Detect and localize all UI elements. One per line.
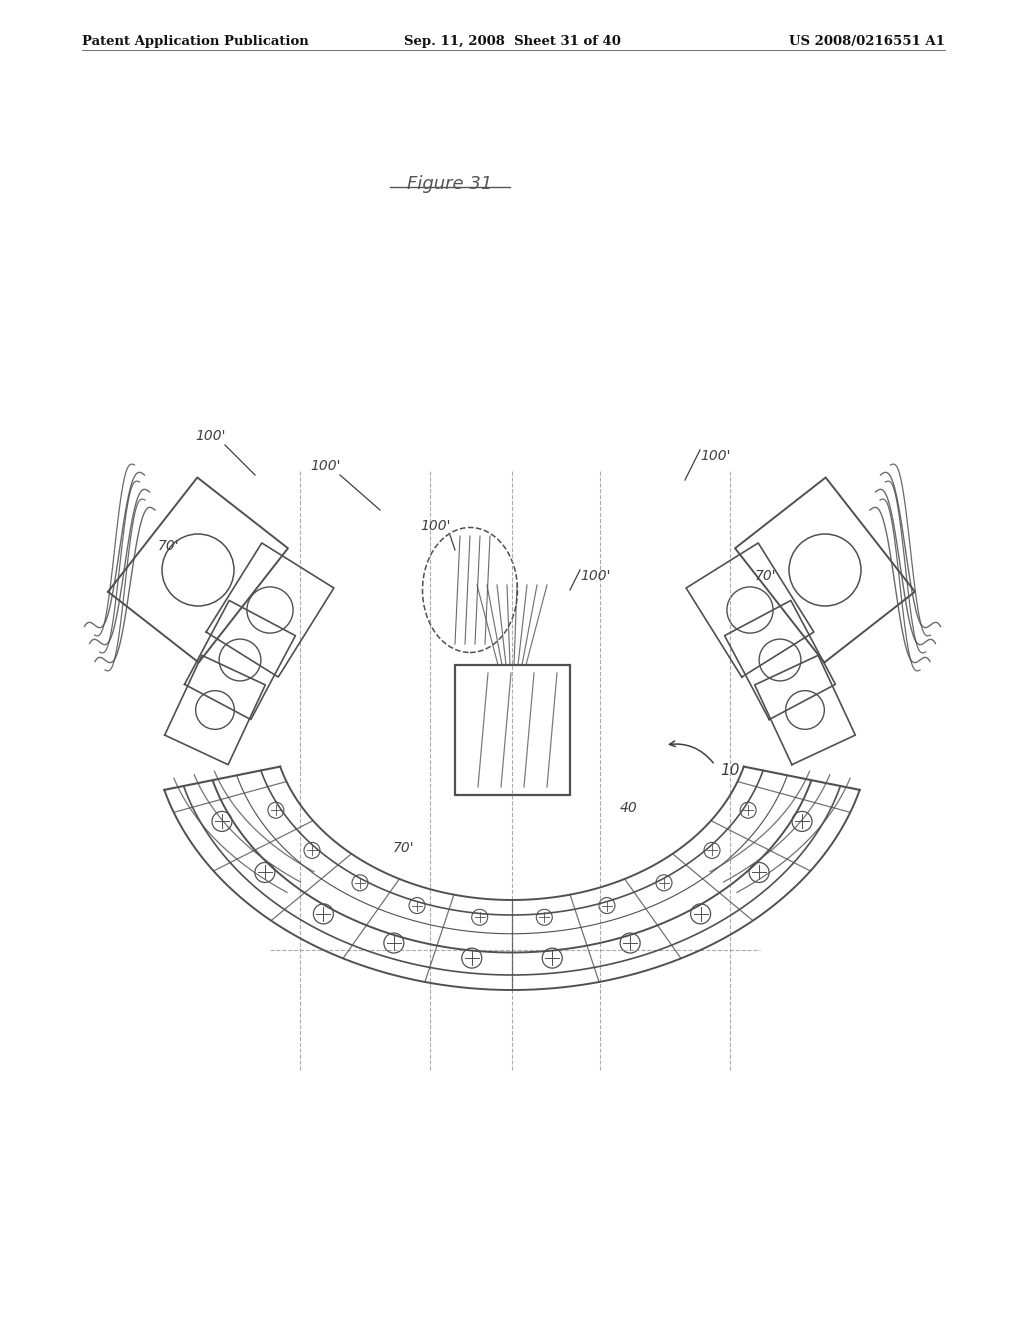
Text: US 2008/0216551 A1: US 2008/0216551 A1: [790, 36, 945, 48]
Text: Patent Application Publication: Patent Application Publication: [82, 36, 309, 48]
Text: Sep. 11, 2008  Sheet 31 of 40: Sep. 11, 2008 Sheet 31 of 40: [403, 36, 621, 48]
Text: 100': 100': [310, 459, 341, 473]
Bar: [455, 665, 570, 795]
Text: 100': 100': [195, 429, 225, 444]
Text: 40: 40: [620, 801, 638, 814]
Text: 100': 100': [420, 519, 451, 533]
Text: 100': 100': [580, 569, 610, 583]
Text: 100': 100': [700, 449, 730, 463]
Text: 70': 70': [755, 569, 776, 583]
Text: 70': 70': [393, 841, 415, 855]
Text: 10: 10: [720, 763, 739, 777]
Text: Figure 31: Figure 31: [408, 176, 493, 193]
Text: 70': 70': [158, 539, 179, 553]
